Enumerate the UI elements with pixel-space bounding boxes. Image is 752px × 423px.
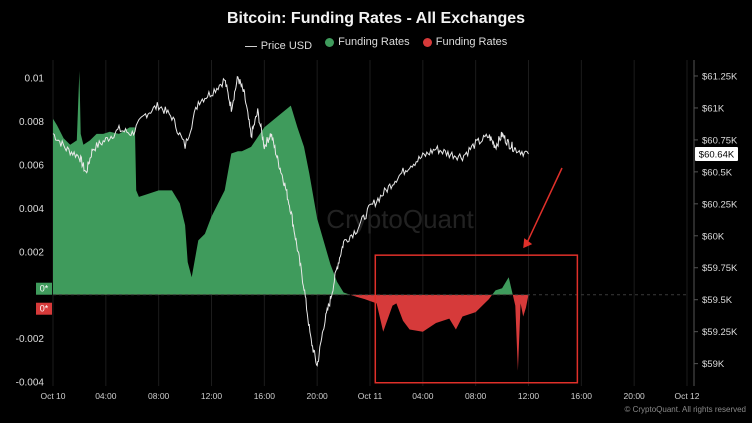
price-usd-line [52, 75, 529, 367]
funding-area-negative [350, 294, 529, 371]
x-tick-label: Oct 12 [674, 391, 699, 401]
zero-badge-negative [36, 302, 52, 315]
left-tick-label: -0.004 [16, 378, 45, 389]
funding-area-positive [53, 70, 687, 295]
x-tick-label: 20:00 [307, 391, 329, 401]
annotation-arrow-shaft [526, 167, 563, 243]
x-tick-label: 16:00 [571, 391, 593, 401]
left-tick-label: 0.008 [19, 117, 44, 128]
funding-rate-areas [53, 70, 687, 371]
x-tick-label: 04:00 [95, 391, 117, 401]
right-tick-label: $60.5K [702, 167, 733, 178]
right-tick-label: $59.5K [702, 295, 733, 306]
x-tick-label: Oct 10 [40, 391, 65, 401]
legend-label-funding-positive: Funding Rates [338, 36, 410, 48]
right-tick-label: $59.75K [702, 263, 738, 274]
watermark: CryptoQuant [326, 204, 474, 234]
x-tick-label: 12:00 [518, 391, 540, 401]
right-tick-label: $60.25K [702, 199, 738, 210]
left-tick-label: 0.01 [25, 73, 45, 84]
current-price-badge [695, 146, 738, 161]
right-tick-label: $61K [702, 103, 725, 114]
legend-label-funding-negative: Funding Rates [435, 36, 508, 48]
left-tick-label: -0.002 [16, 334, 45, 345]
right-tick-label: $60.75K [702, 135, 738, 146]
legend-item-funding-positive[interactable]: Funding Rates [325, 36, 410, 48]
x-tick-label: Oct 11 [358, 391, 383, 401]
price-line-group [52, 75, 529, 367]
current-price-label: $60.64K [699, 149, 735, 160]
left-tick-label: 0.006 [19, 160, 44, 171]
zero-badge-positive-text: 0* [40, 284, 49, 294]
annotation [374, 167, 579, 384]
zero-badge-positive [36, 282, 52, 295]
legend-label-price: Price USD [260, 40, 313, 52]
x-axis: Oct 10 04:00 08:00 12:00 16:00 20:00 Oct 11 04:… [40, 391, 699, 401]
x-tick-label: 08:00 [148, 391, 170, 401]
zero-badge-negative-text: 0* [40, 304, 49, 314]
x-tick-label: 16:00 [254, 391, 276, 401]
left-tick-label: 0.004 [19, 204, 44, 215]
left-axis: 0.01 0.008 0.006 0.004 0.002 -0.002 -0.004 [16, 73, 45, 388]
right-tick-label: $59.25K [702, 327, 738, 338]
legend-dot-red [422, 37, 432, 47]
copyright: © CryptoQuant. All rights reserved [624, 405, 747, 414]
right-tick-label: $61.25K [702, 71, 738, 82]
zero-badges: 0* 0* [36, 282, 52, 315]
legend-item-price[interactable]: Price USD [244, 40, 313, 52]
chart-title: Bitcoin: Funding Rates - All Exchanges [226, 10, 526, 27]
right-axis: $61.25K $61K $60.75K $60.5K $60.25K $60K $59.7… [693, 60, 738, 386]
x-tick-label: 12:00 [201, 391, 223, 401]
highlight-box [374, 254, 579, 384]
x-tick-label: 20:00 [624, 391, 646, 401]
left-tick-label: 0.002 [19, 247, 44, 258]
legend-item-funding-negative[interactable]: Funding Rates [422, 36, 508, 48]
x-tick-label: 08:00 [465, 391, 487, 401]
right-tick-label: $60K [702, 231, 725, 242]
chart-legend: Price USD Funding Rates Funding Rates [0, 36, 752, 52]
right-tick-label: $59K [702, 359, 725, 370]
annotation-arrow-head [523, 238, 533, 249]
legend-dot-green [325, 37, 335, 47]
x-tick-label: 04:00 [412, 391, 434, 401]
legend-line-swatch [244, 45, 257, 47]
watermark-text: CryptoQuant [326, 204, 474, 234]
